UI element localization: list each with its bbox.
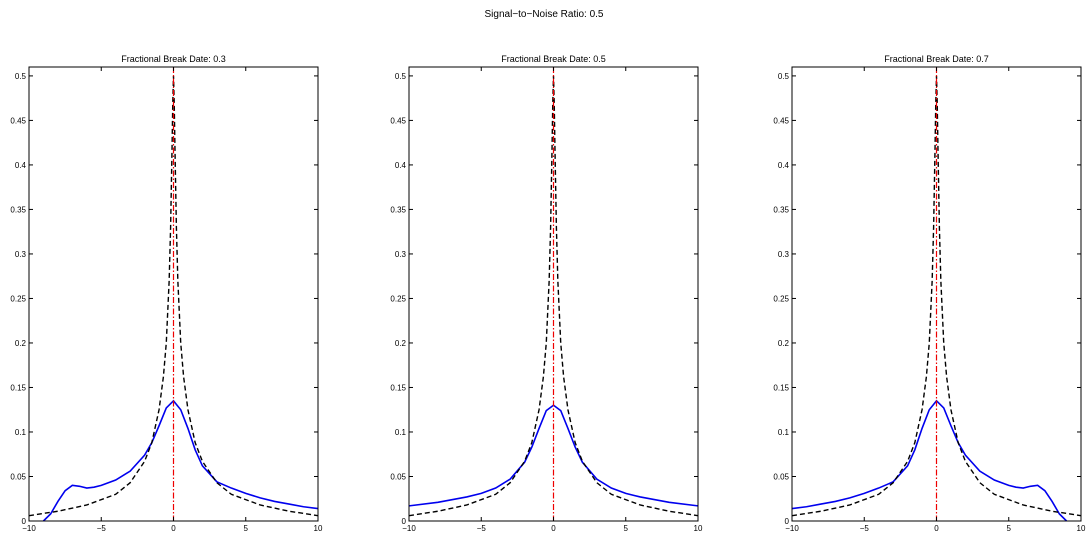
y-tick-label: 0.3 bbox=[395, 250, 407, 259]
series-line-solid bbox=[792, 401, 1067, 521]
y-tick-label: 0.4 bbox=[15, 161, 27, 170]
y-tick-label: 0.1 bbox=[395, 428, 407, 437]
x-tick-label: 5 bbox=[624, 524, 629, 533]
y-tick-label: 0.3 bbox=[778, 250, 790, 259]
panel-title: Fractional Break Date: 0.5 bbox=[501, 54, 606, 64]
x-tick-label: 10 bbox=[1077, 524, 1086, 533]
x-tick-label: 5 bbox=[1007, 524, 1012, 533]
panel-title: Fractional Break Date: 0.3 bbox=[121, 54, 226, 64]
panel-2: Fractional Break Date: 0.5 0 0.05 0.1 0.15 0.… bbox=[390, 54, 703, 533]
y-tick-label: 0.25 bbox=[390, 294, 406, 303]
y-tick-label: 0.15 bbox=[10, 383, 26, 392]
x-tick-label: 0 bbox=[934, 524, 939, 533]
y-tick-label: 0.35 bbox=[773, 205, 789, 214]
x-tick-label: −10 bbox=[785, 524, 799, 533]
y-tick-label: 0.2 bbox=[778, 339, 790, 348]
x-tick-label: −10 bbox=[22, 524, 36, 533]
y-tick-label: 0.3 bbox=[15, 250, 27, 259]
y-tick-label: 0.25 bbox=[773, 294, 789, 303]
x-tick-label: −5 bbox=[97, 524, 107, 533]
panel-3: Fractional Break Date: 0.7 0 0.05 0.1 0.15 0.… bbox=[773, 54, 1086, 533]
y-tick-label: 0.4 bbox=[395, 161, 407, 170]
panel-1: Fractional Break Date: 0.3 0 0.05 0.1 0.15 0.… bbox=[10, 54, 323, 533]
y-tick-label: 0.1 bbox=[778, 428, 790, 437]
x-tick-label: −5 bbox=[860, 524, 870, 533]
y-tick-label: 0.5 bbox=[778, 72, 790, 81]
y-tick-label: 0.45 bbox=[390, 116, 406, 125]
y-tick-label: 0.15 bbox=[390, 383, 406, 392]
y-tick-label: 0.45 bbox=[773, 116, 789, 125]
y-tick-label: 0.1 bbox=[15, 428, 27, 437]
x-tick-label: 0 bbox=[171, 524, 176, 533]
y-tick-label: 0.2 bbox=[15, 339, 27, 348]
panel-title: Fractional Break Date: 0.7 bbox=[884, 54, 989, 64]
y-tick-label: 0.25 bbox=[10, 294, 26, 303]
x-tick-label: −5 bbox=[477, 524, 487, 533]
x-tick-label: 10 bbox=[694, 524, 703, 533]
x-tick-label: −10 bbox=[402, 524, 416, 533]
figure-title: Signal−to−Noise Ratio: 0.5 bbox=[485, 9, 604, 20]
y-tick-label: 0.15 bbox=[773, 383, 789, 392]
y-tick-label: 0.2 bbox=[395, 339, 407, 348]
x-tick-label: 10 bbox=[314, 524, 323, 533]
series-line-solid bbox=[43, 401, 318, 521]
y-tick-label: 0.05 bbox=[773, 472, 789, 481]
y-tick-label: 0.05 bbox=[390, 472, 406, 481]
y-tick-label: 0.35 bbox=[10, 205, 26, 214]
y-tick-label: 0.05 bbox=[10, 472, 26, 481]
y-tick-label: 0.4 bbox=[778, 161, 790, 170]
y-tick-label: 0.5 bbox=[395, 72, 407, 81]
y-tick-label: 0.45 bbox=[10, 116, 26, 125]
y-tick-label: 0.5 bbox=[15, 72, 27, 81]
y-tick-label: 0.35 bbox=[390, 205, 406, 214]
x-tick-label: 5 bbox=[244, 524, 249, 533]
x-tick-label: 0 bbox=[551, 524, 556, 533]
